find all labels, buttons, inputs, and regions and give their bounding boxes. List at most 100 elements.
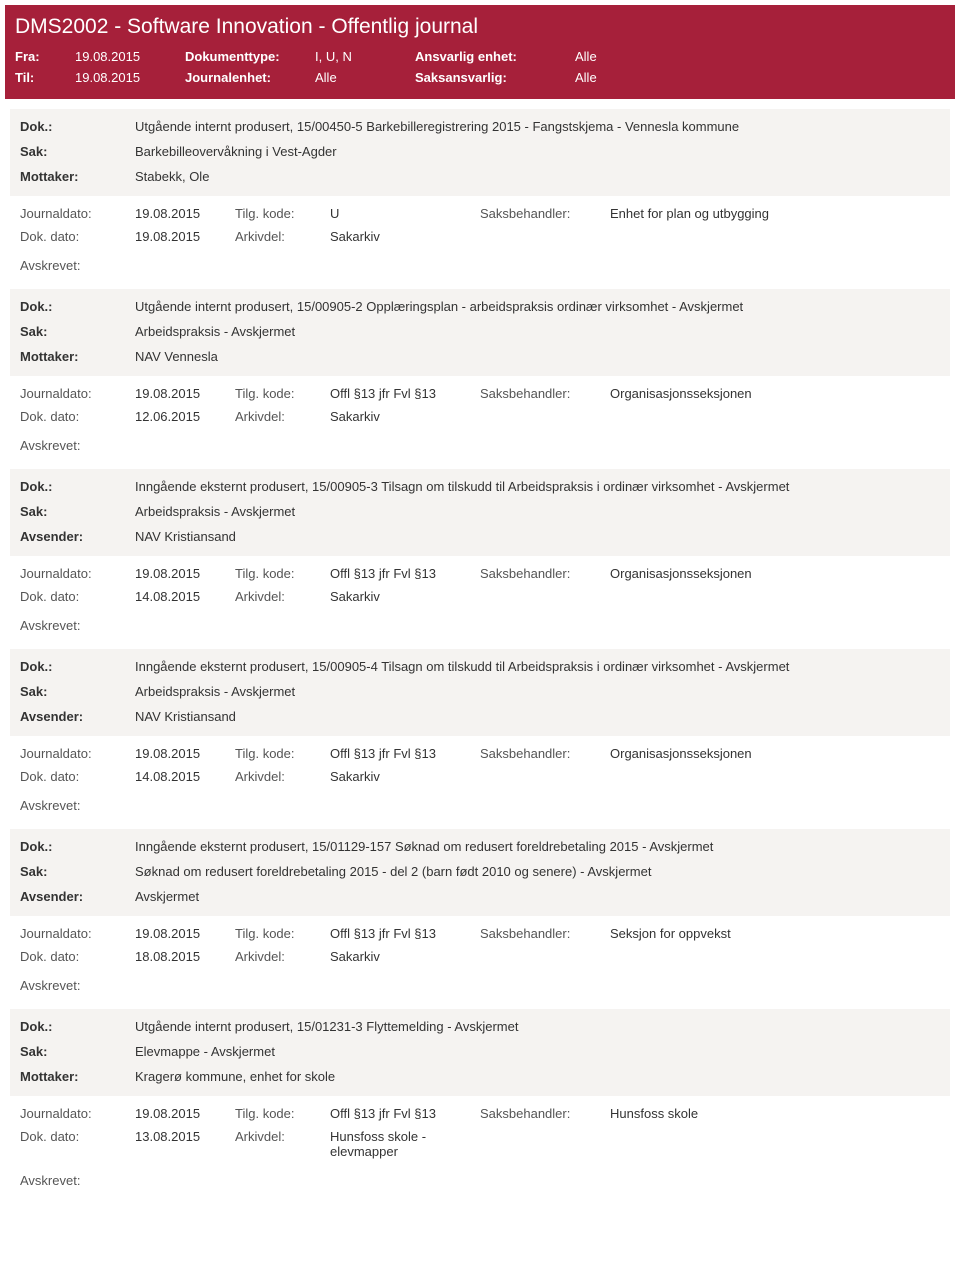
sak-label: Sak: — [20, 324, 135, 339]
saksbehandler-value: Enhet for plan og utbygging — [610, 206, 940, 221]
saksbehandler-label: Saksbehandler: — [480, 206, 610, 221]
til-value: 19.08.2015 — [75, 70, 185, 85]
avskrevet-label: Avskrevet: — [10, 610, 950, 639]
entry-row: Sak:Barkebilleovervåkning i Vest-Agder — [20, 144, 940, 159]
journalenhet-value: Alle — [315, 70, 415, 85]
tilgkode-value: Offl §13 jfr Fvl §13 — [330, 386, 480, 401]
entry-row: Sak:Arbeidspraksis - Avskjermet — [20, 324, 940, 339]
dokdato-label: Dok. dato: — [20, 589, 135, 604]
page-title: DMS2002 - Software Innovation - Offentli… — [15, 15, 945, 39]
avskrevet-label: Avskrevet: — [10, 790, 950, 819]
journal-entry: Dok.:Utgående internt produsert, 15/0123… — [0, 1009, 960, 1194]
tilgkode-value: Offl §13 jfr Fvl §13 — [330, 746, 480, 761]
entry-block: Dok.:Inngående eksternt produsert, 15/01… — [10, 829, 950, 916]
dokdato-value: 13.08.2015 — [135, 1129, 235, 1144]
sak-label: Sak: — [20, 864, 135, 879]
party-value: NAV Vennesla — [135, 349, 940, 364]
journaldato-label: Journaldato: — [20, 926, 135, 941]
party-label: Mottaker: — [20, 1069, 135, 1084]
entry-row: Avsender:Avskjermet — [20, 889, 940, 904]
journaldato-value: 19.08.2015 — [135, 1106, 235, 1121]
dokdato-label: Dok. dato: — [20, 1129, 135, 1144]
dok-value: Inngående eksternt produsert, 15/01129-1… — [135, 839, 940, 854]
dok-label: Dok.: — [20, 839, 135, 854]
entry-row: Dok.:Utgående internt produsert, 15/0090… — [20, 299, 940, 314]
entry-row: Dok.:Utgående internt produsert, 15/0045… — [20, 119, 940, 134]
dokdato-label: Dok. dato: — [20, 229, 135, 244]
dokdato-label: Dok. dato: — [20, 949, 135, 964]
journaldato-label: Journaldato: — [20, 566, 135, 581]
entry-info: Journaldato:19.08.2015Tilg. kode:Offl §1… — [10, 380, 950, 430]
entry-block: Dok.:Utgående internt produsert, 15/0090… — [10, 289, 950, 376]
tilgkode-label: Tilg. kode: — [235, 206, 330, 221]
party-label: Avsender: — [20, 709, 135, 724]
entry-row: Mottaker:Stabekk, Ole — [20, 169, 940, 184]
saksbehandler-label: Saksbehandler: — [480, 926, 610, 941]
dokdato-value: 14.08.2015 — [135, 769, 235, 784]
arkivdel-value: Hunsfoss skole - elevmapper — [330, 1129, 480, 1159]
party-label: Mottaker: — [20, 169, 135, 184]
entry-row: Dok.:Inngående eksternt produsert, 15/01… — [20, 839, 940, 854]
header-meta: Fra: 19.08.2015 Dokumenttype: I, U, N An… — [15, 49, 945, 85]
dok-value: Utgående internt produsert, 15/00450-5 B… — [135, 119, 940, 134]
sak-value: Arbeidspraksis - Avskjermet — [135, 684, 940, 699]
dokdato-value: 12.06.2015 — [135, 409, 235, 424]
sak-value: Barkebilleovervåkning i Vest-Agder — [135, 144, 940, 159]
doktype-value: I, U, N — [315, 49, 415, 64]
dok-label: Dok.: — [20, 659, 135, 674]
sak-label: Sak: — [20, 1044, 135, 1059]
dok-value: Utgående internt produsert, 15/01231-3 F… — [135, 1019, 940, 1034]
party-value: NAV Kristiansand — [135, 529, 940, 544]
saksbehandler-value: Seksjon for oppvekst — [610, 926, 940, 941]
entry-row: Dok.:Inngående eksternt produsert, 15/00… — [20, 479, 940, 494]
dokdato-label: Dok. dato: — [20, 769, 135, 784]
journaldato-label: Journaldato: — [20, 1106, 135, 1121]
tilgkode-value: Offl §13 jfr Fvl §13 — [330, 1106, 480, 1121]
entry-row: Sak:Arbeidspraksis - Avskjermet — [20, 504, 940, 519]
sak-value: Søknad om redusert foreldrebetaling 2015… — [135, 864, 940, 879]
sak-label: Sak: — [20, 684, 135, 699]
journaldato-value: 19.08.2015 — [135, 206, 235, 221]
dok-label: Dok.: — [20, 299, 135, 314]
party-value: Stabekk, Ole — [135, 169, 940, 184]
saksbehandler-value: Organisasjonsseksjonen — [610, 386, 940, 401]
journal-entry: Dok.:Utgående internt produsert, 15/0090… — [0, 289, 960, 459]
journaldato-label: Journaldato: — [20, 746, 135, 761]
entry-info: Journaldato:19.08.2015Tilg. kode:Offl §1… — [10, 560, 950, 610]
tilgkode-label: Tilg. kode: — [235, 1106, 330, 1121]
entry-block: Dok.:Inngående eksternt produsert, 15/00… — [10, 649, 950, 736]
party-value: Kragerø kommune, enhet for skole — [135, 1069, 940, 1084]
entry-row: Dok.:Inngående eksternt produsert, 15/00… — [20, 659, 940, 674]
saksbehandler-label: Saksbehandler: — [480, 386, 610, 401]
tilgkode-value: U — [330, 206, 480, 221]
dok-label: Dok.: — [20, 479, 135, 494]
doktype-label: Dokumenttype: — [185, 49, 315, 64]
avskrevet-label: Avskrevet: — [10, 250, 950, 279]
tilgkode-label: Tilg. kode: — [235, 566, 330, 581]
dokdato-value: 18.08.2015 — [135, 949, 235, 964]
arkivdel-label: Arkivdel: — [235, 409, 330, 424]
dokdato-label: Dok. dato: — [20, 409, 135, 424]
arkivdel-label: Arkivdel: — [235, 1129, 330, 1144]
arkivdel-value: Sakarkiv — [330, 589, 480, 604]
sak-value: Elevmappe - Avskjermet — [135, 1044, 940, 1059]
journal-entry: Dok.:Inngående eksternt produsert, 15/01… — [0, 829, 960, 999]
saksbehandler-value: Organisasjonsseksjonen — [610, 746, 940, 761]
tilgkode-value: Offl §13 jfr Fvl §13 — [330, 566, 480, 581]
journalenhet-label: Journalenhet: — [185, 70, 315, 85]
arkivdel-value: Sakarkiv — [330, 769, 480, 784]
tilgkode-value: Offl §13 jfr Fvl §13 — [330, 926, 480, 941]
page-header: DMS2002 - Software Innovation - Offentli… — [5, 5, 955, 99]
entry-row: Sak:Elevmappe - Avskjermet — [20, 1044, 940, 1059]
journaldato-value: 19.08.2015 — [135, 566, 235, 581]
entry-row: Avsender:NAV Kristiansand — [20, 529, 940, 544]
saksbehandler-label: Saksbehandler: — [480, 1106, 610, 1121]
entry-row: Mottaker:Kragerø kommune, enhet for skol… — [20, 1069, 940, 1084]
journal-entry: Dok.:Utgående internt produsert, 15/0045… — [0, 109, 960, 279]
avskrevet-label: Avskrevet: — [10, 1165, 950, 1194]
saksansvarlig-label: Saksansvarlig: — [415, 70, 575, 85]
arkivdel-label: Arkivdel: — [235, 769, 330, 784]
dok-value: Inngående eksternt produsert, 15/00905-3… — [135, 479, 940, 494]
tilgkode-label: Tilg. kode: — [235, 746, 330, 761]
arkivdel-label: Arkivdel: — [235, 589, 330, 604]
